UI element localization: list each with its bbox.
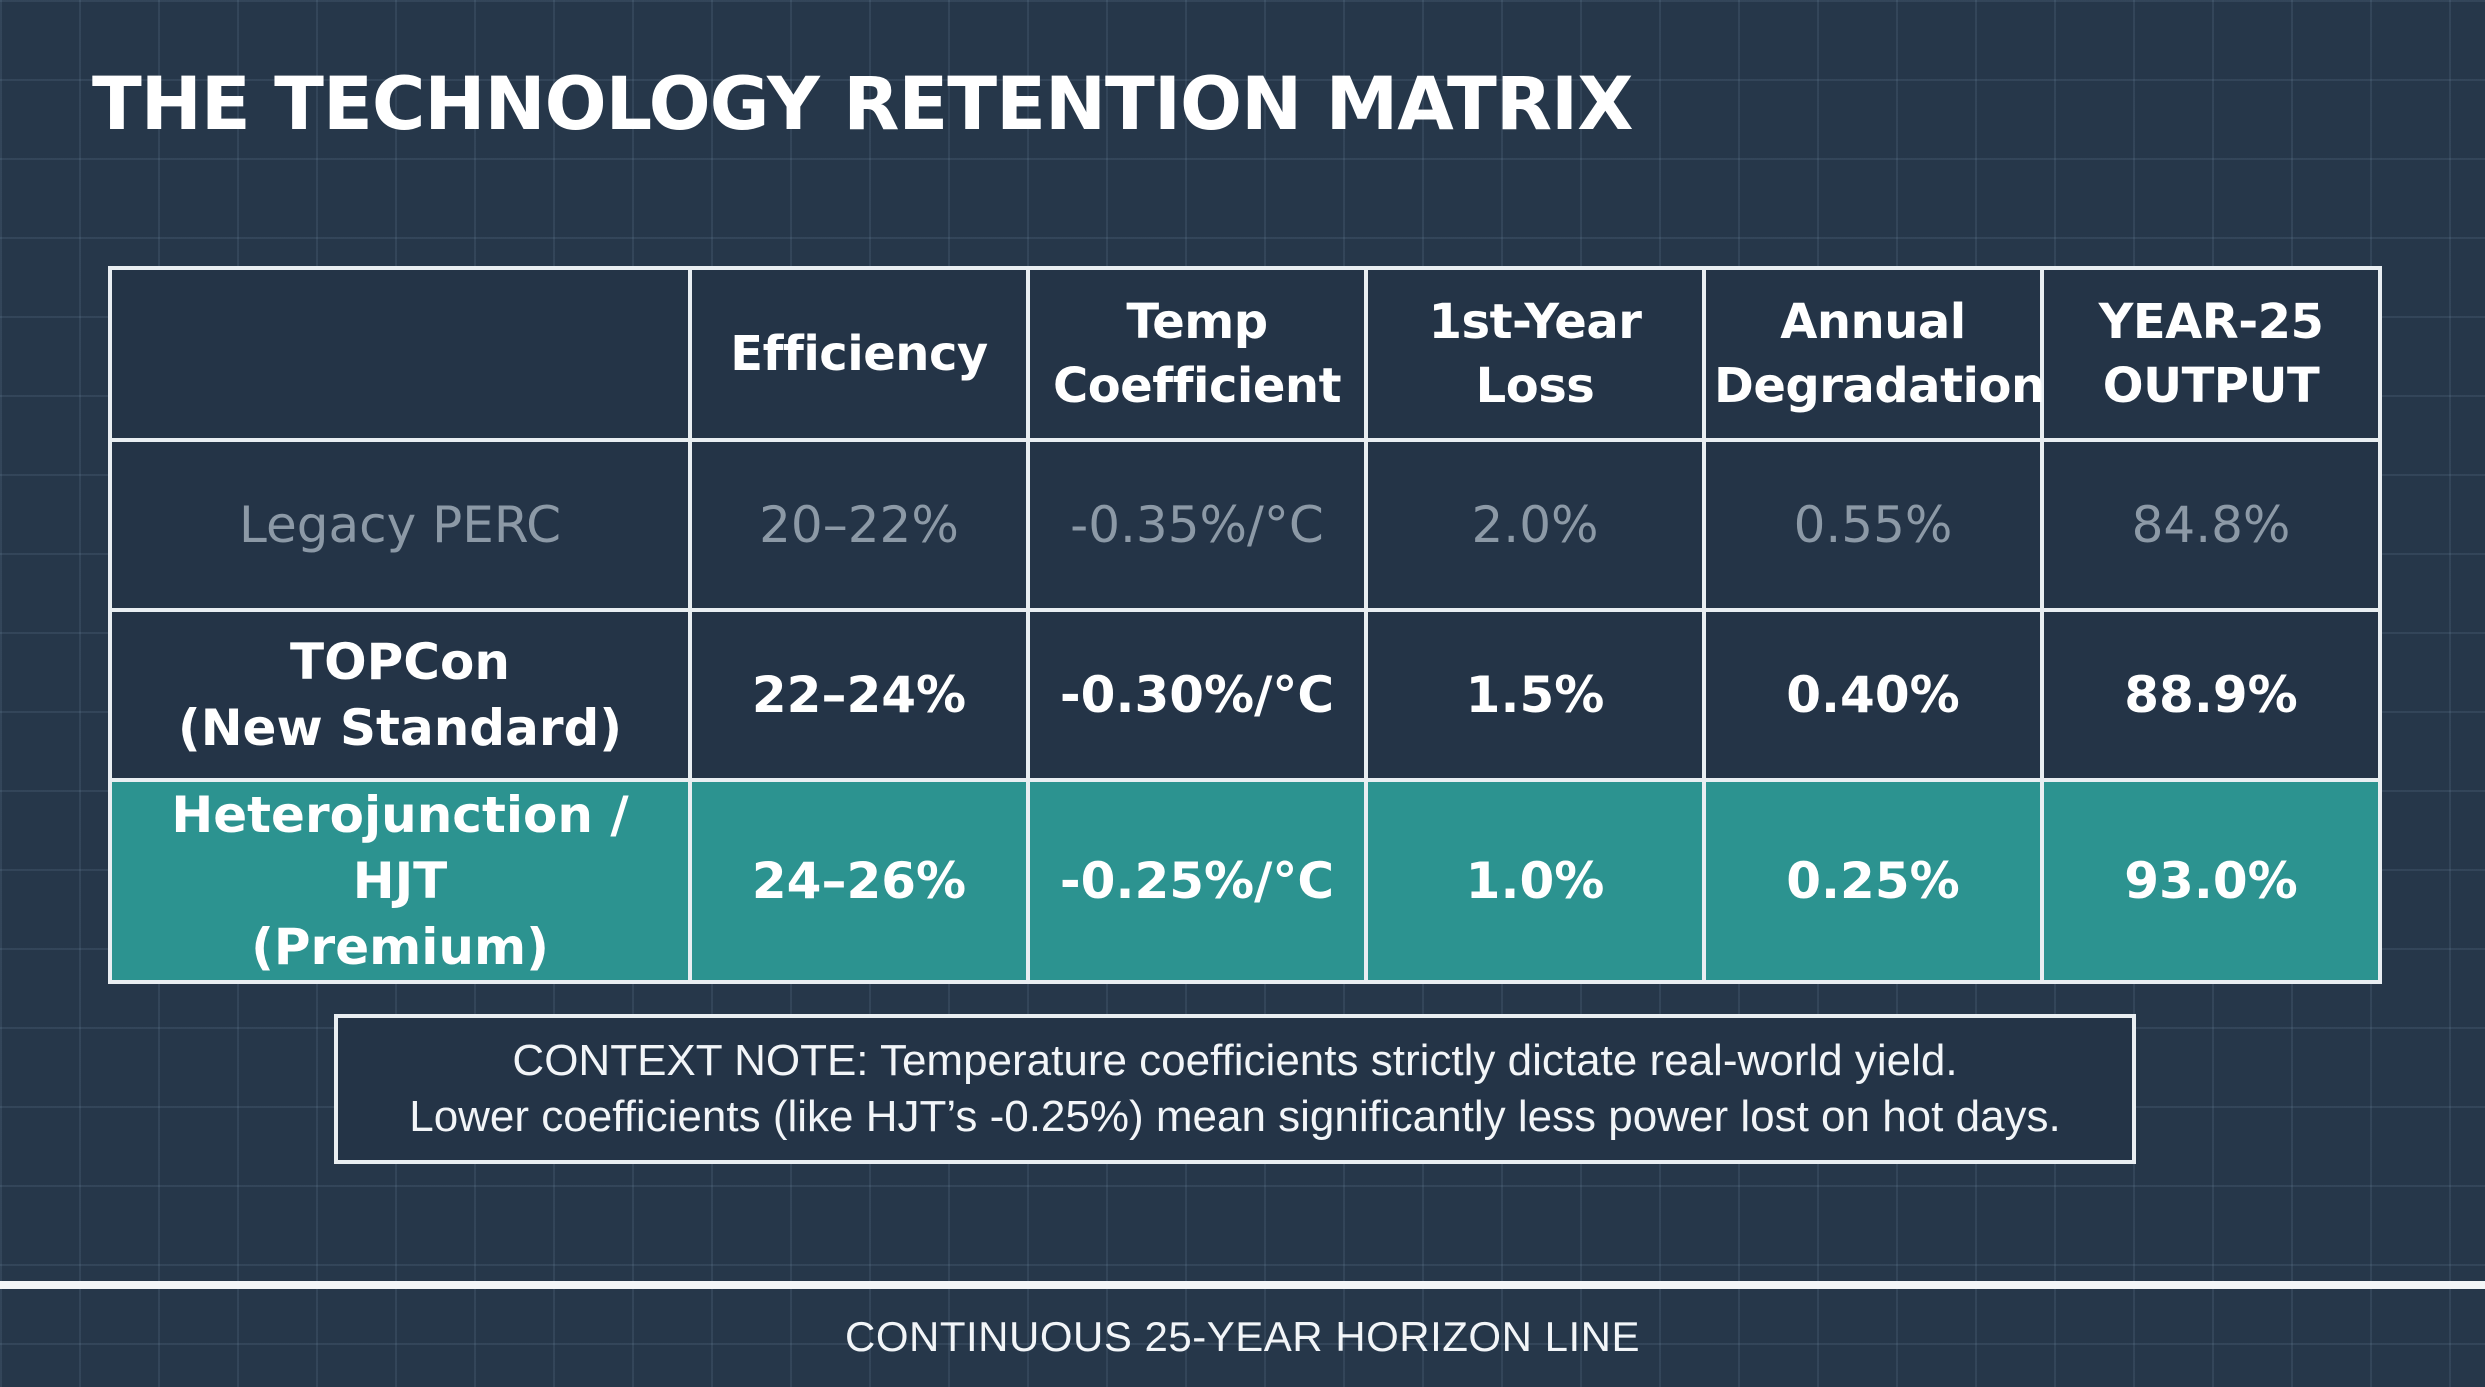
header-cell-efficiency: Efficiency <box>688 266 1030 442</box>
header-cell-annual-degradation: Annual Degradation <box>1702 266 2045 442</box>
context-note-line-1: CONTEXT NOTE: Temperature coefficients s… <box>512 1036 1958 1085</box>
cell-first-year-loss: 1.5% <box>1364 608 1706 782</box>
header-cell-first-year-loss: 1st-Year Loss <box>1364 266 1706 442</box>
retention-matrix-table: Efficiency Temp Coefficient 1st-Year Los… <box>108 266 2382 984</box>
cell-year25-output: 88.9% <box>2040 608 2382 782</box>
table-row-heterojunction: Heterojunction / HJT (Premium) 24–26% -0… <box>108 778 2382 984</box>
header-cell-year25-output: YEAR-25 OUTPUT <box>2040 266 2382 442</box>
row-label: Legacy PERC <box>108 438 692 612</box>
cell-efficiency: 22–24% <box>688 608 1030 782</box>
cell-year25-output: 93.0% <box>2040 778 2382 984</box>
cell-annual-degradation: 0.40% <box>1702 608 2044 782</box>
cell-first-year-loss: 2.0% <box>1364 438 1706 612</box>
page-title: THE TECHNOLOGY RETENTION MATRIX <box>92 62 1633 147</box>
context-note-line-2: Lower coefficients (like HJT’s -0.25%) m… <box>409 1092 2061 1141</box>
table-row-topcon: TOPCon (New Standard) 22–24% -0.30%/°C 1… <box>108 608 2382 782</box>
cell-annual-degradation: 0.55% <box>1702 438 2044 612</box>
header-cell-temp-coefficient: Temp Coefficient <box>1026 266 1368 442</box>
cell-efficiency: 24–26% <box>688 778 1030 984</box>
header-cell-empty <box>108 266 692 442</box>
cell-temp-coefficient: -0.25%/°C <box>1026 778 1368 984</box>
cell-year25-output: 84.8% <box>2040 438 2382 612</box>
cell-temp-coefficient: -0.35%/°C <box>1026 438 1368 612</box>
context-note-box: CONTEXT NOTE: Temperature coefficients s… <box>334 1014 2136 1164</box>
table-row-legacy-perc: Legacy PERC 20–22% -0.35%/°C 2.0% 0.55% … <box>108 438 2382 612</box>
row-label: TOPCon (New Standard) <box>108 608 692 782</box>
horizon-line <box>0 1281 2485 1289</box>
cell-temp-coefficient: -0.30%/°C <box>1026 608 1368 782</box>
cell-first-year-loss: 1.0% <box>1364 778 1706 984</box>
cell-annual-degradation: 0.25% <box>1702 778 2044 984</box>
horizon-line-label: CONTINUOUS 25-YEAR HORIZON LINE <box>845 1313 1640 1360</box>
row-label: Heterojunction / HJT (Premium) <box>108 778 692 984</box>
cell-efficiency: 20–22% <box>688 438 1030 612</box>
header-row: Efficiency Temp Coefficient 1st-Year Los… <box>108 266 2382 442</box>
